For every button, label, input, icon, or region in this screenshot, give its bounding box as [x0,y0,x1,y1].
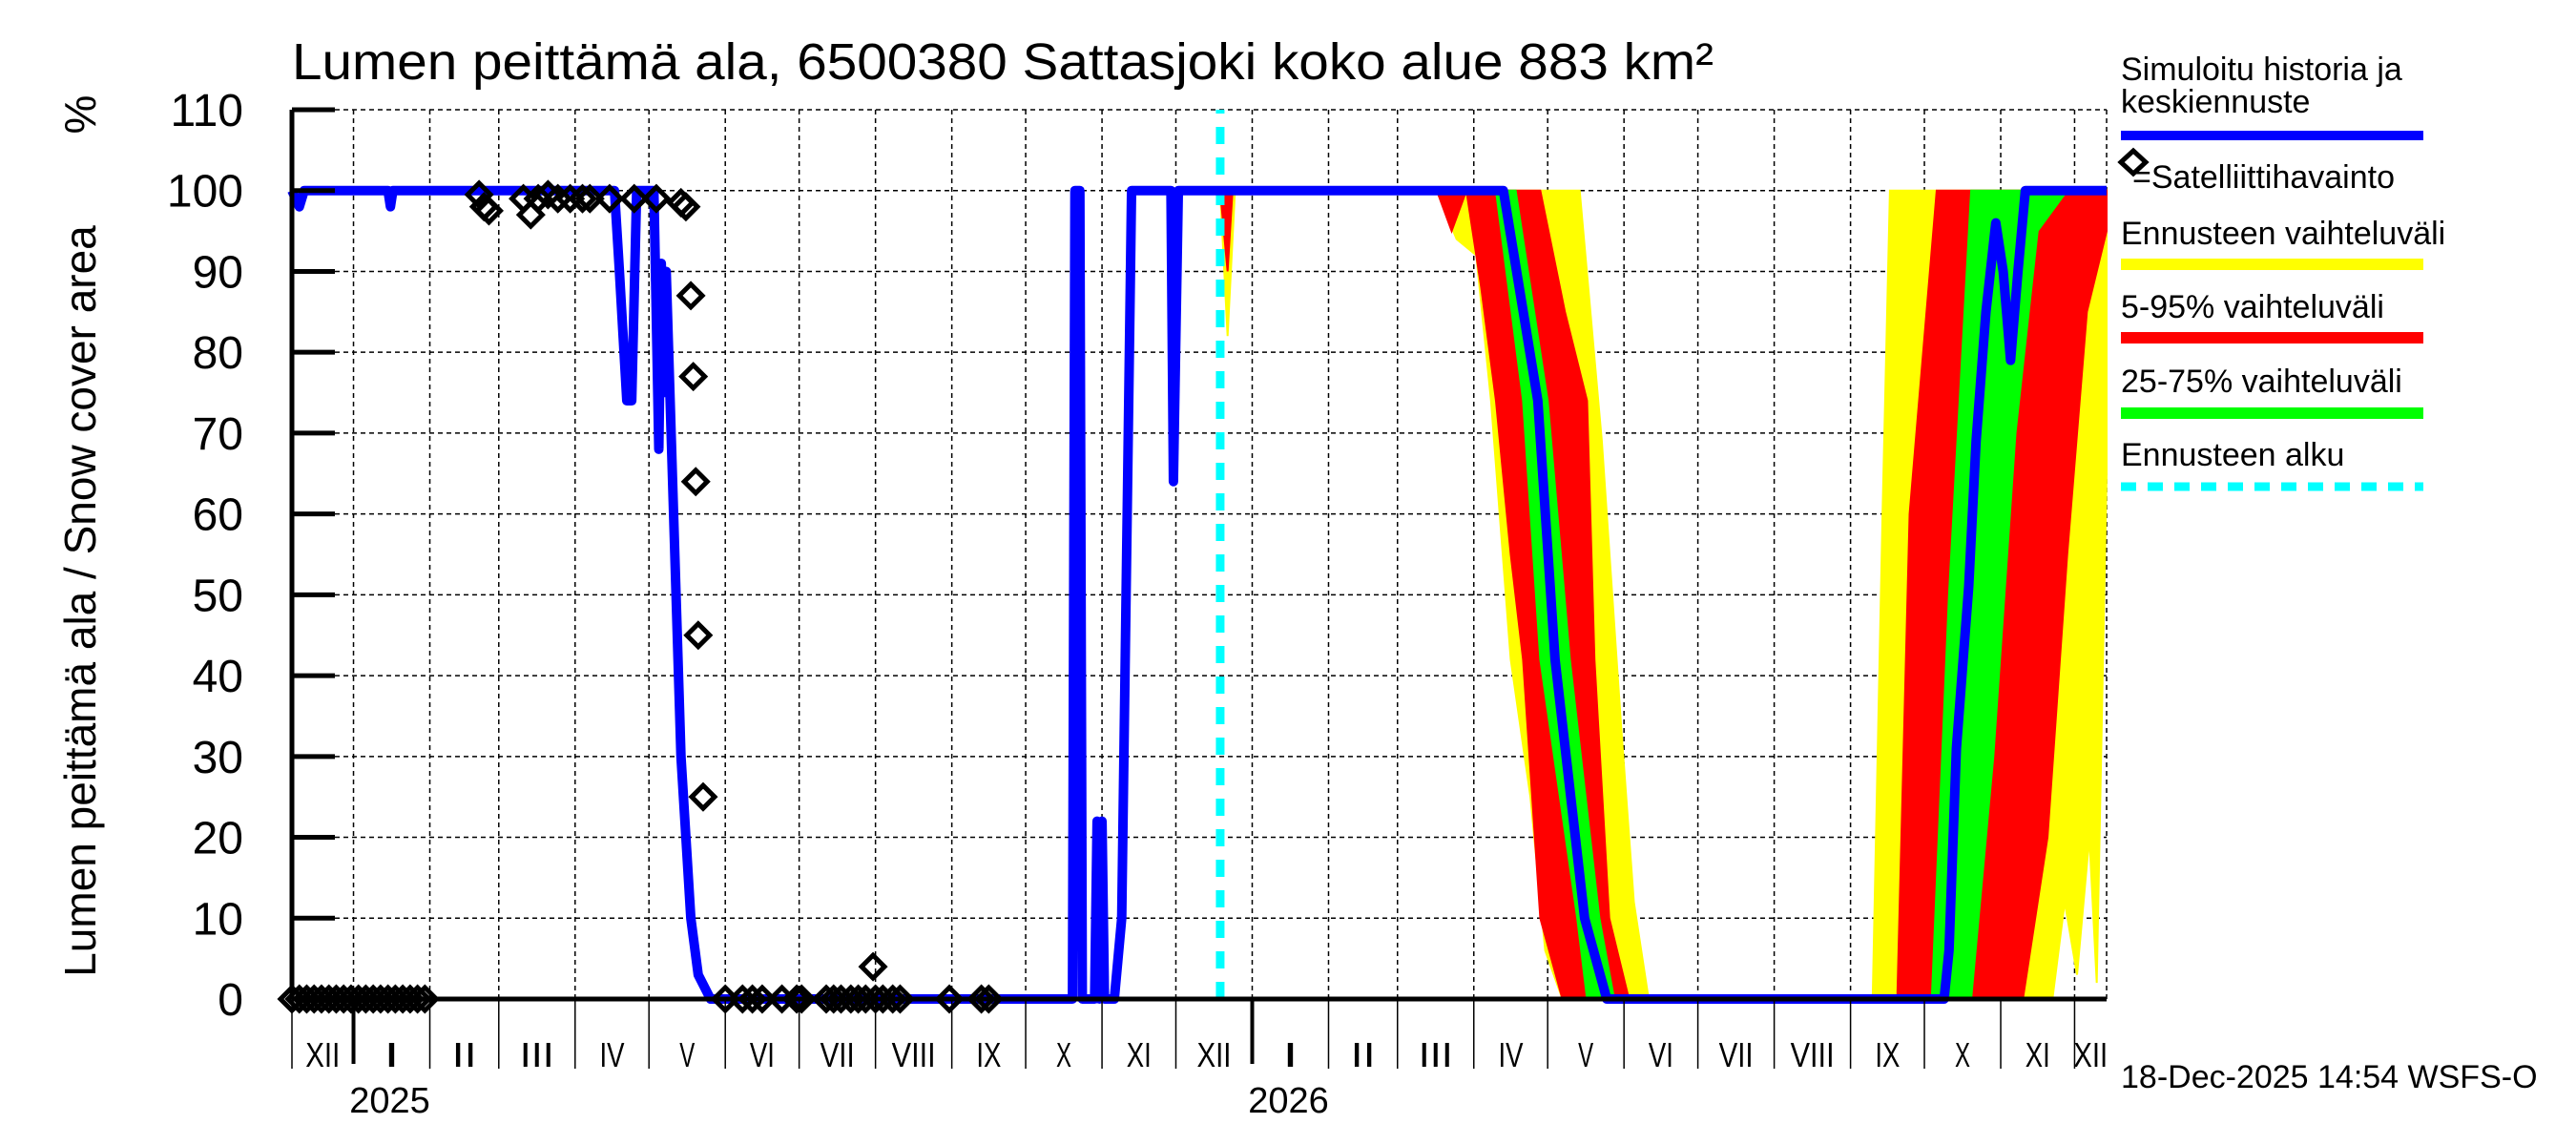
legend: Simuloitu historia ja keskiennuste =Sate… [2117,52,2445,491]
month-label: VII [821,1035,855,1074]
month-label: I [384,1035,400,1074]
timestamp-footer: 18-Dec-2025 14:54 WSFS-O [2121,1059,2538,1095]
month-label: V [679,1035,695,1074]
legend-25-75-label: 25-75% vaihteluväli [2121,364,2402,400]
observation-diamond [567,183,598,214]
y-tick-label: 80 [193,328,243,379]
month-label: IX [1875,1035,1900,1074]
month-label: X [1955,1035,1970,1074]
y-tick-label: 20 [193,814,243,864]
year-labels: 2025 2026 [349,1081,1329,1121]
y-tick-label: 0 [218,975,243,1026]
y-tick-label: 60 [193,490,243,541]
y-axis-label: Lumen peittämä ala / Snow cover area [55,225,105,977]
month-label: V [1578,1035,1593,1074]
observation-diamond [680,467,711,497]
month-label: IV [1498,1035,1523,1074]
satellite-observations [277,179,1004,1014]
legend-history-label-1: Simuloitu historia ja [2121,52,2402,88]
month-label: II [1351,1035,1376,1074]
y-tick-label: 90 [193,247,243,298]
y-tick-labels: 0 10 20 30 40 50 60 70 80 90 100 110 [167,86,243,1026]
month-label: XI [1127,1035,1152,1074]
y-axis-unit: % [55,95,105,135]
month-label: VII [1719,1035,1754,1074]
month-label: VI [1649,1035,1673,1074]
legend-5-95-label: 5-95% vaihteluväli [2121,289,2384,325]
legend-forecast-start-label: Ennusteen alku [2121,437,2344,473]
observation-diamond [688,781,718,812]
y-tick-label: 30 [193,733,243,783]
month-label: VI [750,1035,775,1074]
legend-diamond-icon [2117,147,2150,177]
month-label: IV [599,1035,624,1074]
observation-diamond [671,192,701,222]
month-label: II [452,1035,477,1074]
legend-range-label: Ennusteen vaihteluväli [2121,216,2445,252]
history-series [287,185,2107,1004]
chart-title: Lumen peittämä ala, 6500380 Sattasjoki k… [292,33,1714,91]
observation-diamond [675,281,706,311]
observation-diamond [509,183,539,214]
observation-diamond [858,951,888,982]
month-label: XII [1196,1035,1231,1074]
observation-diamond [641,183,672,214]
grid [292,109,2108,999]
observation-diamond [683,620,714,651]
observation-diamond [678,362,709,392]
y-tick-label: 40 [193,652,243,702]
month-label: III [1419,1035,1453,1074]
month-label: XII [305,1035,340,1074]
month-label: IX [976,1035,1001,1074]
y-tick-label: 70 [193,409,243,460]
axes [289,107,2107,1069]
observation-diamond [473,196,504,226]
legend-history-label-2: keskiennuste [2121,84,2310,120]
legend-satellite-label: =Satelliittihavainto [2132,159,2395,196]
month-label: III [520,1035,554,1074]
year-label: 2025 [349,1081,430,1121]
month-label: XI [2025,1035,2050,1074]
history-mean-line [287,185,2107,1004]
y-tick-label: 10 [193,894,243,945]
month-label: VIII [1791,1035,1835,1074]
y-tick-label: 110 [170,86,243,136]
year-label: 2026 [1248,1081,1329,1121]
month-label: X [1056,1035,1071,1074]
month-labels: XII I II III IV V VI VII VIII IX X XI XII I II III IV V VI… [305,1035,2108,1074]
forecast-bands [1218,189,2108,1000]
month-label: VIII [892,1035,936,1074]
month-label: I [1282,1035,1298,1074]
observation-diamond [515,199,546,230]
y-tick-label: 100 [167,167,243,218]
y-tick-label: 50 [193,571,243,621]
month-label: XII [2073,1035,2108,1074]
